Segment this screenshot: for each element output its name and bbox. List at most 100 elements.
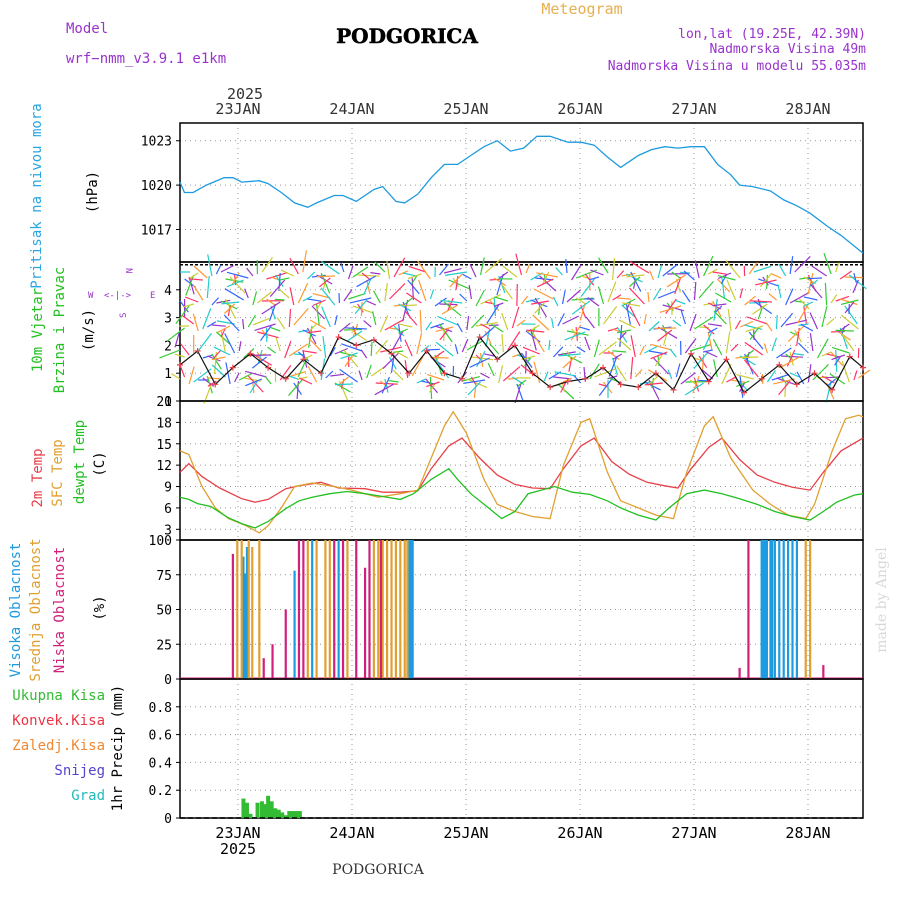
wind-arrow bbox=[461, 338, 469, 353]
wind-arrow bbox=[454, 344, 459, 355]
wind-arrow bbox=[270, 327, 281, 332]
wind-arrow bbox=[778, 380, 791, 396]
wind-arrow bbox=[180, 343, 190, 356]
wind-arrow bbox=[357, 274, 380, 277]
wind-arrow bbox=[522, 346, 540, 355]
wind-arrow bbox=[299, 377, 313, 385]
wind-unit: (m/s) bbox=[81, 309, 97, 351]
bottom-date-label: 25JAN bbox=[443, 824, 488, 842]
wind-arrow bbox=[841, 361, 850, 383]
wind-speed-marker bbox=[860, 364, 866, 371]
wind-arrow bbox=[404, 297, 413, 305]
wind-arrow bbox=[289, 287, 295, 306]
wind-arrow bbox=[306, 327, 317, 345]
wind-arrow bbox=[617, 297, 632, 300]
wind-arrow bbox=[693, 281, 697, 301]
wind-arrow bbox=[548, 340, 551, 351]
wind-arrow bbox=[347, 265, 354, 280]
precip-bar bbox=[259, 801, 264, 818]
precip-legend-item: Snijeg bbox=[54, 763, 105, 779]
precip-bar bbox=[263, 804, 268, 818]
wind-arrow bbox=[329, 347, 336, 357]
wind-arrow bbox=[630, 357, 634, 380]
wind-arrow bbox=[489, 278, 500, 281]
wind-arrow bbox=[311, 305, 326, 320]
wind-arrow bbox=[416, 332, 423, 355]
wind-arrow bbox=[654, 353, 664, 367]
wind-arrow bbox=[502, 366, 521, 382]
wind-arrow bbox=[803, 296, 818, 301]
wind-arrow bbox=[493, 297, 496, 317]
wind-arrow bbox=[827, 378, 837, 386]
wind-arrow bbox=[717, 275, 736, 281]
wind-arrow bbox=[211, 364, 226, 378]
wind-arrow bbox=[257, 291, 272, 304]
cloud-ytick-label: 50 bbox=[156, 604, 172, 619]
wind-ytick-label: 2 bbox=[164, 339, 172, 354]
temperature-ytick-label: 6 bbox=[164, 502, 172, 517]
meteogram-title: Meteogram bbox=[541, 0, 622, 18]
wind-arrow bbox=[386, 261, 391, 280]
wind-arrow bbox=[245, 370, 267, 378]
wind-arrow bbox=[597, 257, 609, 274]
wind-compass: W E <-|-> N S bbox=[88, 268, 155, 318]
wind-arrow bbox=[270, 305, 276, 320]
wind-arrow bbox=[650, 351, 668, 360]
wind-arrow bbox=[821, 305, 828, 328]
temperature-series-line bbox=[179, 437, 864, 503]
wind-arrow bbox=[307, 365, 318, 383]
wind-arrow bbox=[726, 376, 736, 383]
wind-arrow bbox=[565, 259, 568, 274]
wind-arrow bbox=[612, 353, 623, 360]
wind-arrow bbox=[372, 311, 377, 326]
wind-arrow bbox=[188, 278, 203, 281]
wind-arrow bbox=[538, 304, 541, 315]
wind-arrow bbox=[536, 278, 554, 288]
wind-arrow bbox=[439, 263, 449, 276]
wind-arrow bbox=[489, 343, 500, 355]
wind-arrow bbox=[213, 349, 222, 358]
temperature-ytick-label: 18 bbox=[156, 416, 172, 431]
bottom-date-labels: 23JAN 24JAN 25JAN 26JAN 27JAN 28JAN bbox=[215, 824, 830, 842]
wind-arrow bbox=[535, 277, 554, 281]
wind-arrow bbox=[811, 265, 827, 277]
wind-arrow bbox=[593, 339, 600, 358]
wind-arrow bbox=[703, 255, 714, 277]
wind-arrow bbox=[571, 264, 582, 281]
wind-arrow bbox=[616, 365, 627, 382]
wind-arrow bbox=[612, 350, 627, 353]
wind-arrow bbox=[246, 267, 254, 277]
wind-arrow bbox=[224, 288, 245, 301]
wind-arrow bbox=[202, 377, 215, 387]
wind-arrow bbox=[590, 269, 604, 276]
temperature-panel: 3 6 9 12 15 18 21 bbox=[156, 395, 864, 541]
wind-arrow bbox=[618, 319, 636, 329]
wind-arrow bbox=[553, 376, 572, 380]
wind-arrow bbox=[557, 351, 576, 356]
cloud-ylabel-3: Niska Oblacnost bbox=[52, 547, 68, 673]
wind-arrow bbox=[721, 276, 726, 299]
wind-arrow bbox=[434, 297, 447, 307]
wind-arrow bbox=[566, 330, 589, 336]
wind-speed-marker bbox=[547, 384, 554, 391]
wind-arrow bbox=[754, 279, 777, 286]
wind-arrow bbox=[835, 349, 838, 373]
wind-arrow bbox=[325, 370, 334, 379]
wind-arrow bbox=[297, 376, 308, 380]
pressure-ylabel: Pritisak na nivou mora bbox=[29, 103, 45, 288]
wind-arrow bbox=[315, 301, 322, 311]
wind-arrow bbox=[532, 314, 550, 331]
wind-speed-marker bbox=[582, 375, 589, 382]
wind-arrow bbox=[393, 304, 404, 307]
wind-arrow bbox=[384, 378, 389, 393]
wind-arrow bbox=[188, 366, 195, 385]
wind-arrow bbox=[744, 324, 763, 330]
wind-arrow bbox=[580, 326, 590, 331]
wind-arrow bbox=[585, 316, 595, 329]
precip-bar bbox=[283, 815, 288, 818]
wind-arrow bbox=[224, 333, 236, 354]
wind-arrow bbox=[238, 341, 242, 352]
wind-arrow bbox=[739, 288, 744, 299]
wind-arrow bbox=[725, 260, 741, 279]
footer-station: PODGORICA bbox=[332, 862, 425, 878]
